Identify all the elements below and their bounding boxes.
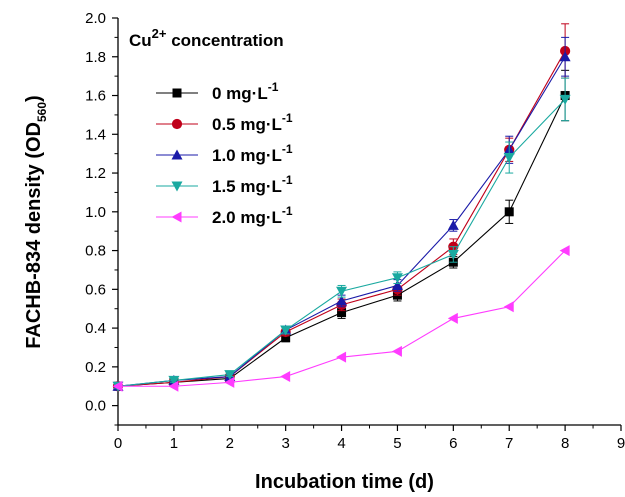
data-point <box>280 325 292 336</box>
data-point <box>504 207 514 217</box>
y-tick-label: 1.8 <box>85 49 106 66</box>
legend-item-1: 0.5 mg·L-1 <box>156 111 293 134</box>
y-tick-label: 0.2 <box>85 359 106 376</box>
x-tick-label: 5 <box>393 435 401 452</box>
x-tick-label: 2 <box>226 435 234 452</box>
data-point <box>559 94 571 105</box>
legend-title: Cu2+ concentration <box>129 26 284 50</box>
data-point <box>224 376 235 388</box>
y-tick-label: 1.6 <box>85 88 106 105</box>
legend-item-4: 2.0 mg·L-1 <box>156 204 293 227</box>
axis-titles: Incubation time (d) FACHB-834 density (OD… <box>23 95 434 493</box>
y-tick-label: 1.0 <box>85 204 106 221</box>
legend-item-2: 1.0 mg·L-1 <box>156 142 293 165</box>
y-axis-title: FACHB-834 density (OD560) <box>23 95 49 348</box>
data-point <box>336 295 348 306</box>
legend-label: 1.5 mg·L-1 <box>212 173 293 196</box>
legend-label: 1.0 mg·L-1 <box>212 142 293 165</box>
data-point <box>447 249 459 260</box>
legend-label: 2.0 mg·L-1 <box>212 204 293 227</box>
data-point <box>391 345 402 357</box>
legend-marker <box>171 211 182 223</box>
x-tick-label: 0 <box>114 435 122 452</box>
data-point <box>280 371 291 383</box>
series-line <box>117 99 566 387</box>
data-point <box>168 375 180 386</box>
data-point <box>503 153 515 164</box>
series-4 <box>112 245 570 392</box>
legend: Cu2+ concentration 0 mg·L-1 0.5 mg·L-1 1.0 … <box>129 26 293 227</box>
x-tick-label: 7 <box>505 435 513 452</box>
legend-marker <box>172 88 182 98</box>
y-tick-label: 1.2 <box>85 165 106 182</box>
data-point <box>281 333 291 343</box>
legend-item-3: 1.5 mg·L-1 <box>156 173 293 196</box>
data-point <box>391 273 403 284</box>
legend-item-0: 0 mg·L-1 <box>156 80 279 103</box>
x-tick-label: 6 <box>449 435 457 452</box>
y-tick-label: 1.4 <box>85 126 106 143</box>
data-point <box>559 51 571 62</box>
y-tick-label: 0.6 <box>85 281 106 298</box>
series-0 <box>113 69 570 391</box>
legend-marker <box>171 118 183 130</box>
legend-label: 0 mg·L-1 <box>212 80 279 103</box>
data-point <box>447 219 459 230</box>
y-tick-label: 0.4 <box>85 320 106 337</box>
data-point <box>391 279 403 290</box>
data-point <box>112 380 123 392</box>
legend-marker <box>171 149 183 160</box>
data-point <box>503 301 514 313</box>
data-point <box>337 308 347 318</box>
x-tick-label: 3 <box>281 435 289 452</box>
x-axis-title: Incubation time (d) <box>255 471 434 493</box>
y-tick-label: 2.0 <box>85 10 106 27</box>
data-point <box>447 312 458 324</box>
x-tick-label: 4 <box>337 435 345 452</box>
series-3 <box>112 77 571 392</box>
data-point <box>336 286 348 297</box>
x-tick-label: 9 <box>617 435 625 452</box>
x-tick-label: 8 <box>561 435 569 452</box>
data-point <box>168 380 179 392</box>
axes: 0 1 2 3 4 5 6 7 8 9 0.0 0.2 0.4 0.6 0.8 1.0 1.2 1.4 1.6 1.8… <box>85 10 625 452</box>
data-point <box>559 245 570 257</box>
data-point <box>224 370 236 381</box>
data-point <box>336 351 347 363</box>
y-tick-label: 0.8 <box>85 243 106 260</box>
legend-marker <box>171 181 183 192</box>
series-1 <box>112 23 571 392</box>
series-line <box>117 95 566 387</box>
legend-label: 0.5 mg·L-1 <box>212 111 293 134</box>
y-tick-label: 0.0 <box>85 398 106 415</box>
series-line <box>117 50 566 387</box>
x-tick-label: 1 <box>170 435 178 452</box>
series-layer <box>112 23 571 392</box>
